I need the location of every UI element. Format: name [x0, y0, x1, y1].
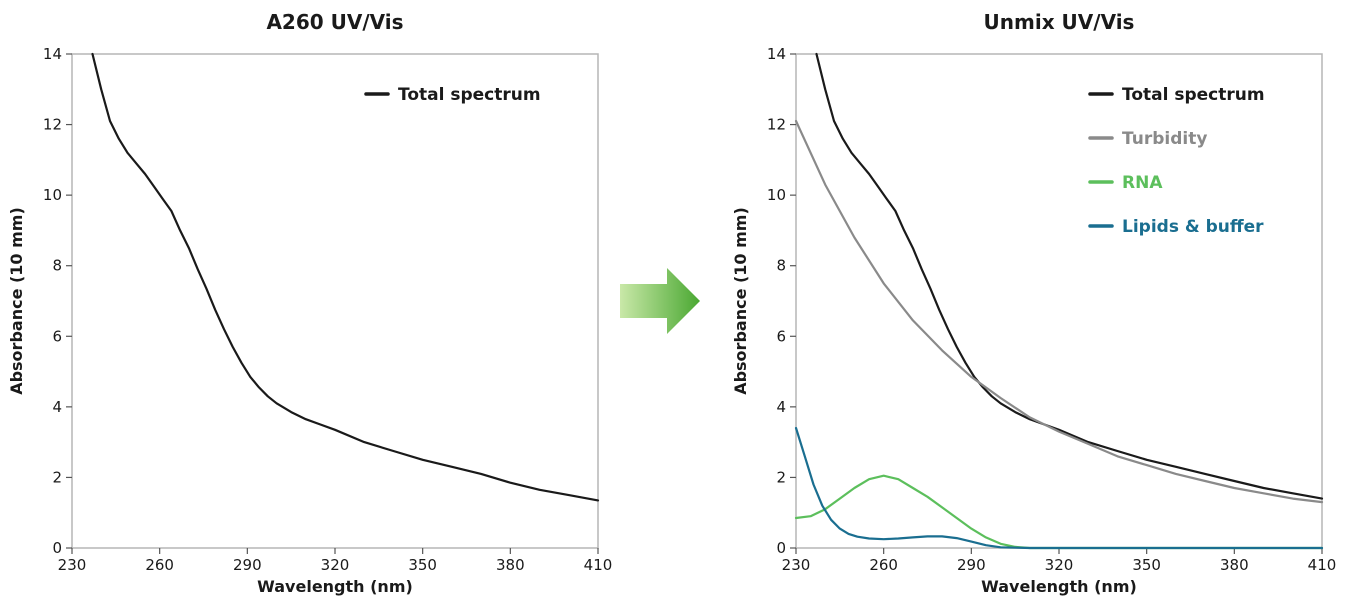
plot-frame — [795, 53, 1323, 549]
x-tick-label: 290 — [957, 556, 986, 574]
x-tick-label: 230 — [782, 556, 811, 574]
y-tick-label: 6 — [52, 327, 62, 345]
series-line-lipids-buffer — [794, 426, 1324, 550]
y-tick-label: 4 — [776, 398, 786, 416]
y-tick-label: 0 — [52, 539, 62, 557]
legend-label: RNA — [1122, 173, 1163, 193]
y-tick-label: 12 — [43, 116, 62, 134]
legend-label: Total spectrum — [398, 85, 541, 105]
x-tick-label: 410 — [1308, 556, 1337, 574]
y-tick-label: 0 — [776, 539, 786, 557]
x-tick-label: 380 — [1220, 556, 1249, 574]
legend-label: Total spectrum — [1122, 85, 1265, 105]
y-tick-label: 14 — [767, 45, 786, 63]
y-tick-label: 10 — [767, 186, 786, 204]
chart-title: Unmix UV/Vis — [984, 10, 1135, 34]
y-tick-label: 12 — [767, 116, 786, 134]
x-tick-label: 410 — [584, 556, 613, 574]
x-tick-label: 350 — [1132, 556, 1161, 574]
y-axis-label: Absorbance (10 mm) — [7, 207, 26, 395]
legend-label: Lipids & buffer — [1122, 217, 1264, 237]
y-tick-label: 8 — [776, 257, 786, 275]
legend-label: Turbidity — [1122, 129, 1207, 149]
x-tick-label: 380 — [496, 556, 525, 574]
chart-unmix: Unmix UV/Vis 0 2 4 6 8 10 12 14 230 260 290 320 350 38… — [731, 10, 1336, 596]
x-axis-label: Wavelength (nm) — [257, 577, 413, 596]
chart-a260: A260 UV/Vis 0 2 4 6 8 10 12 14 230 260 290 320 350 380… — [7, 10, 612, 596]
y-tick-label: 2 — [52, 468, 62, 486]
y-tick-label: 14 — [43, 45, 62, 63]
y-tick-label: 4 — [52, 398, 62, 416]
x-tick-label: 260 — [145, 556, 174, 574]
series-line-rna — [794, 474, 1324, 550]
right-arrow-icon — [620, 268, 700, 334]
plot-frame — [71, 53, 599, 549]
y-axis-label: Absorbance (10 mm) — [731, 207, 750, 395]
y-tick-label: 2 — [776, 468, 786, 486]
y-tick-label: 10 — [43, 186, 62, 204]
x-axis-label: Wavelength (nm) — [981, 577, 1137, 596]
x-tick-label: 320 — [321, 556, 350, 574]
series-line-total-spectrum — [91, 52, 600, 502]
x-tick-label: 260 — [869, 556, 898, 574]
x-tick-label: 320 — [1045, 556, 1074, 574]
x-tick-label: 350 — [408, 556, 437, 574]
y-tick-label: 8 — [52, 257, 62, 275]
chart-title: A260 UV/Vis — [266, 10, 403, 34]
series-line-turbidity — [794, 119, 1324, 504]
x-tick-label: 290 — [233, 556, 262, 574]
x-tick-label: 230 — [58, 556, 87, 574]
series-line-total-spectrum — [815, 52, 1324, 500]
y-tick-label: 6 — [776, 327, 786, 345]
